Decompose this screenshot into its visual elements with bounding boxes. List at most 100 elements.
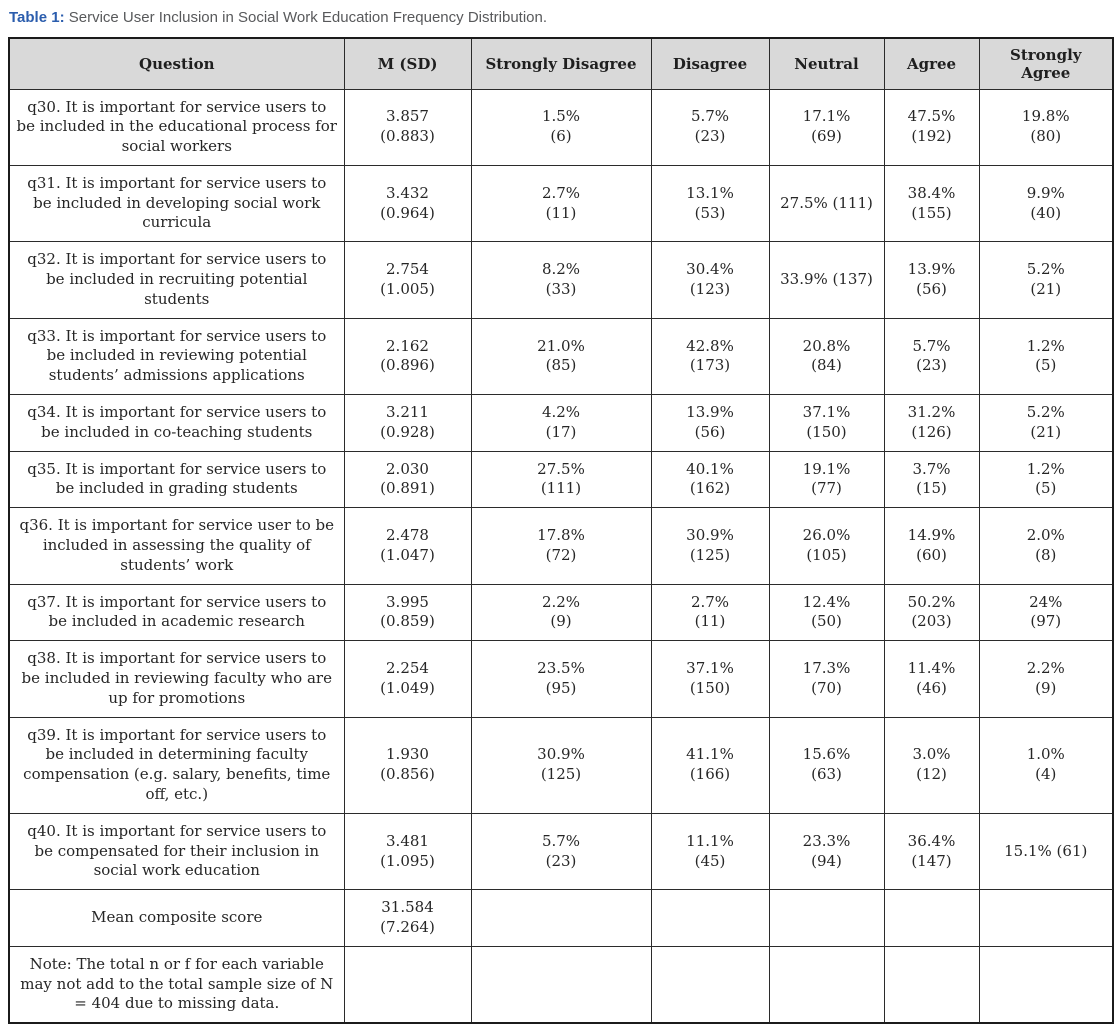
value-cell <box>471 890 651 947</box>
value-cell: 3.857 (0.883) <box>344 89 471 165</box>
value-cell <box>651 946 769 1023</box>
value-cell: 50.2% (203) <box>884 584 979 641</box>
value-cell: 9.9% (40) <box>979 165 1113 241</box>
value-cell <box>769 946 884 1023</box>
value-cell: 17.3% (70) <box>769 641 884 717</box>
value-cell: 26.0% (105) <box>769 508 884 584</box>
value-cell: 3.432 (0.964) <box>344 165 471 241</box>
value-cell: 38.4% (155) <box>884 165 979 241</box>
value-cell: 3.0% (12) <box>884 717 979 813</box>
value-cell: 1.0% (4) <box>979 717 1113 813</box>
table-row: q37. It is important for service users t… <box>9 584 1113 641</box>
question-cell: q35. It is important for service users t… <box>9 451 344 508</box>
table-row: q36. It is important for service user to… <box>9 508 1113 584</box>
table-row: q31. It is important for service users t… <box>9 165 1113 241</box>
page: Table 1: Service User Inclusion in Socia… <box>0 0 1120 912</box>
value-cell <box>979 890 1113 947</box>
value-cell: 2.030 (0.891) <box>344 451 471 508</box>
value-cell: 5.7% (23) <box>884 318 979 394</box>
value-cell: 5.7% (23) <box>471 813 651 889</box>
value-cell: 2.162 (0.896) <box>344 318 471 394</box>
column-header: Strongly Disagree <box>471 38 651 90</box>
value-cell: 1.5% (6) <box>471 89 651 165</box>
value-cell: 31.2% (126) <box>884 395 979 452</box>
value-cell <box>471 946 651 1023</box>
question-cell: q38. It is important for service users t… <box>9 641 344 717</box>
value-cell: 2.2% (9) <box>979 641 1113 717</box>
value-cell <box>884 890 979 947</box>
table-row: q39. It is important for service users t… <box>9 717 1113 813</box>
value-cell: 15.1% (61) <box>979 813 1113 889</box>
value-cell: 2.754 (1.005) <box>344 242 471 318</box>
column-header: Neutral <box>769 38 884 90</box>
value-cell: 3.481 (1.095) <box>344 813 471 889</box>
column-header: Agree <box>884 38 979 90</box>
value-cell: 30.9% (125) <box>651 508 769 584</box>
value-cell: 2.478 (1.047) <box>344 508 471 584</box>
value-cell: 14.9% (60) <box>884 508 979 584</box>
value-cell: 13.9% (56) <box>884 242 979 318</box>
value-cell: 23.5% (95) <box>471 641 651 717</box>
table-row: q38. It is important for service users t… <box>9 641 1113 717</box>
value-cell: 42.8% (173) <box>651 318 769 394</box>
value-cell: 5.2% (21) <box>979 242 1113 318</box>
value-cell: 37.1% (150) <box>769 395 884 452</box>
value-cell: 23.3% (94) <box>769 813 884 889</box>
value-cell: 30.4% (123) <box>651 242 769 318</box>
question-cell: q39. It is important for service users t… <box>9 717 344 813</box>
value-cell: 12.4% (50) <box>769 584 884 641</box>
value-cell: 11.4% (46) <box>884 641 979 717</box>
value-cell: 2.2% (9) <box>471 584 651 641</box>
value-cell: 19.1% (77) <box>769 451 884 508</box>
question-cell: Note: The total n or f for each variable… <box>9 946 344 1023</box>
question-cell: q36. It is important for service user to… <box>9 508 344 584</box>
value-cell: 41.1% (166) <box>651 717 769 813</box>
table-row: q35. It is important for service users t… <box>9 451 1113 508</box>
table-row: q33. It is important for service users t… <box>9 318 1113 394</box>
question-cell: q40. It is important for service users t… <box>9 813 344 889</box>
value-cell: 47.5% (192) <box>884 89 979 165</box>
table-row: q32. It is important for service users t… <box>9 242 1113 318</box>
value-cell: 3.7% (15) <box>884 451 979 508</box>
value-cell: 8.2% (33) <box>471 242 651 318</box>
value-cell: 36.4% (147) <box>884 813 979 889</box>
question-cell: q33. It is important for service users t… <box>9 318 344 394</box>
value-cell: 40.1% (162) <box>651 451 769 508</box>
value-cell: 2.254 (1.049) <box>344 641 471 717</box>
value-cell: 17.8% (72) <box>471 508 651 584</box>
value-cell: 1.2% (5) <box>979 451 1113 508</box>
table-row: q40. It is important for service users t… <box>9 813 1113 889</box>
column-header: M (SD) <box>344 38 471 90</box>
value-cell <box>651 890 769 947</box>
value-cell: 27.5% (111) <box>471 451 651 508</box>
value-cell: 3.211 (0.928) <box>344 395 471 452</box>
question-cell: Mean composite score <box>9 890 344 947</box>
value-cell: 33.9% (137) <box>769 242 884 318</box>
value-cell: 3.995 (0.859) <box>344 584 471 641</box>
value-cell: 1.2% (5) <box>979 318 1113 394</box>
value-cell: 2.0% (8) <box>979 508 1113 584</box>
question-cell: q34. It is important for service users t… <box>9 395 344 452</box>
table-row: q30. It is important for service users t… <box>9 89 1113 165</box>
value-cell: 21.0% (85) <box>471 318 651 394</box>
column-header: Strongly Agree <box>979 38 1113 90</box>
value-cell <box>769 890 884 947</box>
value-cell: 13.1% (53) <box>651 165 769 241</box>
value-cell: 2.7% (11) <box>651 584 769 641</box>
table-caption-text: Service User Inclusion in Social Work Ed… <box>65 9 547 26</box>
table-row: q34. It is important for service users t… <box>9 395 1113 452</box>
value-cell: 2.7% (11) <box>471 165 651 241</box>
value-cell: 5.2% (21) <box>979 395 1113 452</box>
value-cell: 13.9% (56) <box>651 395 769 452</box>
value-cell: 5.7% (23) <box>651 89 769 165</box>
value-cell: 27.5% (111) <box>769 165 884 241</box>
value-cell: 31.584 (7.264) <box>344 890 471 947</box>
value-cell: 30.9% (125) <box>471 717 651 813</box>
value-cell: 20.8% (84) <box>769 318 884 394</box>
value-cell <box>344 946 471 1023</box>
question-cell: q32. It is important for service users t… <box>9 242 344 318</box>
value-cell: 15.6% (63) <box>769 717 884 813</box>
